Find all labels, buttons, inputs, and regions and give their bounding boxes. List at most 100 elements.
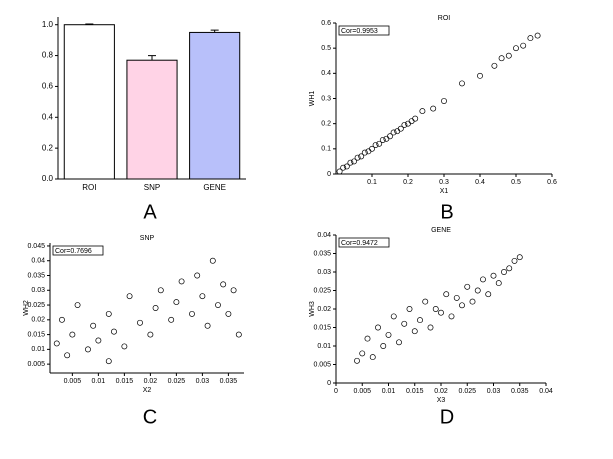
point xyxy=(105,358,112,365)
point xyxy=(485,291,492,298)
point xyxy=(126,293,133,300)
x-tick-label: 0.02 xyxy=(144,378,158,385)
x-tick-label: 0.4 xyxy=(475,179,485,186)
panel-label: A xyxy=(143,201,157,223)
point xyxy=(358,153,365,160)
point xyxy=(505,52,512,59)
point xyxy=(152,305,159,311)
point xyxy=(477,72,483,79)
bar xyxy=(63,24,115,180)
point xyxy=(215,302,221,308)
y-tick-label: 0.04 xyxy=(31,258,45,265)
y-tick-label: 0 xyxy=(327,171,331,178)
point xyxy=(220,281,227,288)
point xyxy=(441,98,447,104)
y-axis-label: WH3 xyxy=(309,301,316,317)
x-tick-label: 0.015 xyxy=(406,388,424,395)
point xyxy=(432,306,439,312)
point xyxy=(396,339,402,346)
point xyxy=(417,317,423,324)
point xyxy=(474,287,481,294)
y-tick-label: 0.005 xyxy=(313,361,331,368)
point xyxy=(387,133,393,140)
point xyxy=(459,302,465,309)
point xyxy=(147,331,154,338)
x-tick-label: 0.1 xyxy=(367,179,377,186)
point xyxy=(59,316,65,323)
x-axis-label: X1 xyxy=(440,188,449,195)
point xyxy=(354,154,361,161)
y-tick-label: 0.025 xyxy=(313,287,331,294)
point xyxy=(422,298,429,305)
point xyxy=(419,108,426,115)
point xyxy=(394,128,401,135)
point xyxy=(513,45,519,52)
y-tick-label: 0.2 xyxy=(321,121,331,128)
panel-label: B xyxy=(440,201,453,223)
error-bar xyxy=(148,55,156,61)
y-tick-label: 1.0 xyxy=(42,20,54,29)
point xyxy=(427,324,434,331)
x-tick-label: 0.03 xyxy=(196,378,210,385)
y-tick-label: 0.005 xyxy=(27,361,45,368)
point xyxy=(137,319,143,326)
annotation: Cor=0.9953 xyxy=(341,28,378,35)
point xyxy=(490,272,497,279)
x-tick-label: 0.035 xyxy=(511,388,529,395)
bar xyxy=(189,31,241,180)
point xyxy=(351,158,357,165)
point xyxy=(411,328,418,335)
bar xyxy=(126,59,178,180)
point xyxy=(365,148,372,155)
x-tick-label: 0.6 xyxy=(547,179,557,186)
point xyxy=(448,313,455,320)
point xyxy=(498,55,505,62)
point xyxy=(53,340,60,347)
point xyxy=(495,280,502,287)
x-tick-label: 0.01 xyxy=(92,378,106,385)
y-axis-label: WH2 xyxy=(23,300,30,316)
x-tick-label: 0.025 xyxy=(168,378,186,385)
point xyxy=(453,294,460,301)
point xyxy=(469,298,476,305)
point xyxy=(209,257,216,264)
point xyxy=(480,276,486,283)
point xyxy=(340,164,347,171)
x-axis-label: X3 xyxy=(437,397,446,404)
y-tick-label: 0.01 xyxy=(317,343,331,350)
point xyxy=(105,310,112,317)
point xyxy=(390,129,397,136)
y-axis-label: WH1 xyxy=(309,91,316,107)
point xyxy=(506,265,513,272)
y-tick-label: 0.035 xyxy=(27,272,45,279)
y-tick-label: 0.025 xyxy=(27,302,45,309)
point xyxy=(74,302,81,308)
x-tick-label: 0 xyxy=(334,388,338,395)
point xyxy=(189,310,195,317)
y-tick-label: 0.015 xyxy=(313,324,331,331)
point xyxy=(527,35,534,42)
y-tick-label: 0.02 xyxy=(317,306,331,313)
point xyxy=(369,145,375,152)
point xyxy=(401,320,408,327)
point xyxy=(361,149,368,156)
point xyxy=(235,331,242,338)
point xyxy=(501,269,507,275)
x-tick-label: 0.005 xyxy=(353,388,371,395)
x-tick-label: 0.02 xyxy=(434,388,448,395)
panel: 0 0.005 0.01 0.015 0.02 0.025 0.03 0.035 0.04 0 0.… xyxy=(309,227,553,428)
x-tick-label: 0.025 xyxy=(458,388,476,395)
y-tick-label: 0.4 xyxy=(42,112,54,121)
x-tick-label: 0.04 xyxy=(539,388,553,395)
point xyxy=(354,357,360,364)
annotation-box xyxy=(338,25,390,36)
chart-title: SNP xyxy=(140,235,155,242)
panel-label: C xyxy=(143,406,157,428)
point xyxy=(372,142,379,149)
point xyxy=(412,115,419,122)
point xyxy=(336,168,343,175)
point xyxy=(379,137,386,143)
point xyxy=(364,335,371,342)
point xyxy=(385,331,392,338)
